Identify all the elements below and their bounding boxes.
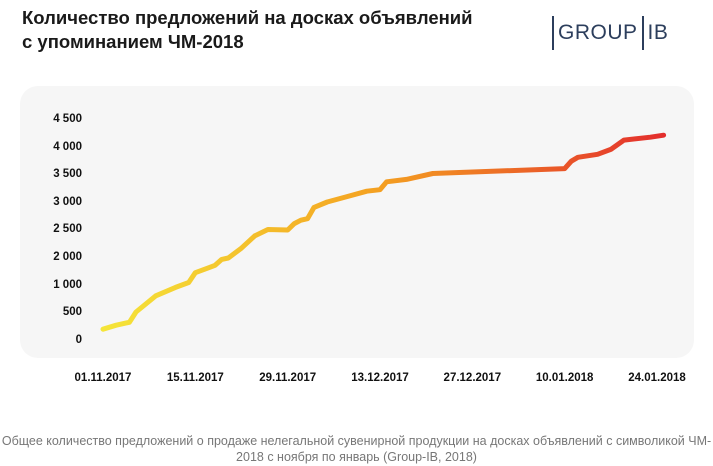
group-ib-logo: GROUP IB [552,16,668,50]
x-tick-label: 01.11.2017 [75,372,132,384]
y-tick-label: 2 500 [53,223,82,235]
y-tick-label: 1 000 [53,279,82,291]
chart-title: Количество предложений на досках объявле… [22,6,542,54]
logo-text-left: GROUP [558,21,638,44]
x-tick-label: 15.11.2017 [167,372,224,384]
y-tick-label: 4 000 [53,141,82,153]
y-tick-label: 500 [63,306,82,318]
x-tick-label: 10.01.2018 [536,372,594,384]
x-tick-label: 13.12.2017 [351,372,409,384]
logo-text-right: IB [647,21,669,44]
series-line [100,132,667,332]
x-tick-label: 29.11.2017 [259,372,316,384]
logo-bar-mid [641,16,644,50]
x-tick-label: 27.12.2017 [444,372,502,384]
logo-bar-left [552,16,554,50]
caption-line1: Общее количество предложений о продаже н… [1,434,712,448]
chart-title-line2: с упоминанием ЧМ-2018 [22,31,244,52]
y-tick-label: 3 500 [53,168,82,180]
y-tick-label: 3 000 [53,196,82,208]
x-tick-label: 24.01.2018 [628,372,686,384]
plot-background [20,86,694,358]
chart-title-line1: Количество предложений на досках объявле… [22,7,473,28]
y-tick-label: 4 500 [53,113,82,125]
y-tick-label: 0 [76,334,82,346]
y-tick-label: 2 000 [53,251,82,263]
x-axis-ticks: 01.11.2017 15.11.2017 29.11.2017 13.12.2017… [75,372,687,384]
caption-line2: 2018 с ноября по январь (Group-IB, 2018) [236,450,477,464]
y-axis-ticks: 0 500 1 000 2 000 2 500 3 000 3 500 4 000 4 500 [53,113,82,346]
figure-caption: Общее количество предложений о продаже н… [0,433,713,465]
